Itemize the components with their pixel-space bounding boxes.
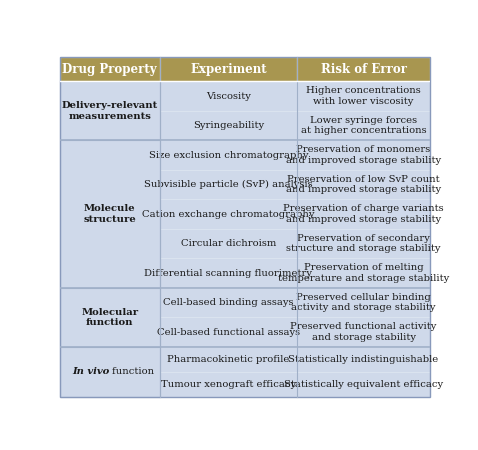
Bar [160, 140, 297, 170]
Bar [160, 372, 297, 397]
Bar [297, 199, 430, 229]
Text: Tumour xenograft efficacy: Tumour xenograft efficacy [161, 380, 296, 389]
Bar [160, 58, 297, 81]
Bar [60, 111, 160, 140]
Bar [60, 199, 160, 229]
Bar [60, 81, 160, 111]
Text: Preserved cellular binding
activity and storage stability: Preserved cellular binding activity and … [291, 293, 436, 312]
Bar [60, 258, 160, 288]
Text: Cation exchange chromatography: Cation exchange chromatography [142, 210, 315, 219]
Text: function: function [110, 368, 154, 377]
Bar [297, 288, 430, 317]
Text: Preservation of charge variants
and improved storage stability: Preservation of charge variants and impr… [283, 204, 444, 224]
Bar [297, 229, 430, 258]
Text: Statistically equivalent efficacy: Statistically equivalent efficacy [284, 380, 443, 389]
Text: Differential scanning fluorimetry: Differential scanning fluorimetry [144, 269, 312, 278]
Bar [60, 288, 160, 347]
Text: Syringeability: Syringeability [193, 121, 264, 130]
Bar [60, 317, 160, 347]
Bar [60, 347, 160, 397]
Text: Preserved functional activity
and storage stability: Preserved functional activity and storag… [290, 323, 437, 342]
Bar [297, 372, 430, 397]
Bar [160, 111, 297, 140]
Bar [60, 288, 160, 317]
Bar [160, 199, 297, 229]
Bar [297, 317, 430, 347]
Text: Risk of Error: Risk of Error [321, 63, 406, 76]
Text: Preservation of melting
temperature and storage stability: Preservation of melting temperature and … [278, 263, 449, 283]
Bar [160, 170, 297, 199]
Text: In vivo: In vivo [73, 368, 110, 377]
Bar [160, 258, 297, 288]
Text: Preservation of monomers
and improved storage stability: Preservation of monomers and improved st… [286, 145, 441, 165]
Text: Statistically indistinguishable: Statistically indistinguishable [288, 355, 439, 364]
Text: Preservation of low SvP count
and improved storage stability: Preservation of low SvP count and improv… [286, 175, 441, 194]
Text: Lower syringe forces
at higher concentrations: Lower syringe forces at higher concentra… [301, 116, 426, 135]
Bar [60, 58, 160, 81]
Bar [160, 288, 297, 317]
Bar [160, 229, 297, 258]
Bar [297, 347, 430, 372]
Bar [297, 258, 430, 288]
Text: Viscosity: Viscosity [206, 92, 251, 101]
Text: Subvisible particle (SvP) analysis: Subvisible particle (SvP) analysis [144, 180, 313, 189]
Bar [297, 81, 430, 111]
Bar [60, 170, 160, 199]
Bar [60, 140, 160, 170]
Text: Cell-based binding assays: Cell-based binding assays [163, 298, 293, 307]
Text: Experiment: Experiment [190, 63, 267, 76]
Text: Pharmacokinetic profile: Pharmacokinetic profile [167, 355, 290, 364]
Text: Size exclusion chromatography: Size exclusion chromatography [149, 151, 308, 160]
Bar [60, 81, 160, 140]
Text: Molecule
structure: Molecule structure [83, 204, 136, 224]
Bar [297, 140, 430, 170]
Bar [297, 111, 430, 140]
Text: Higher concentrations
with lower viscosity: Higher concentrations with lower viscosi… [306, 86, 421, 106]
Bar [160, 81, 297, 111]
Bar [60, 347, 160, 372]
Text: Circular dichroism: Circular dichroism [181, 239, 276, 248]
Text: Drug Property: Drug Property [63, 63, 157, 76]
Text: Delivery-relevant
measurements: Delivery-relevant measurements [62, 101, 158, 121]
Bar [160, 347, 297, 372]
Bar [297, 170, 430, 199]
Bar [297, 58, 430, 81]
Bar [60, 140, 160, 288]
Text: Preservation of secondary
structure and storage stability: Preservation of secondary structure and … [286, 234, 441, 253]
Text: Cell-based functional assays: Cell-based functional assays [157, 328, 300, 337]
Bar [60, 229, 160, 258]
Text: Molecular
function: Molecular function [81, 308, 138, 327]
Bar [160, 317, 297, 347]
Bar [60, 372, 160, 397]
